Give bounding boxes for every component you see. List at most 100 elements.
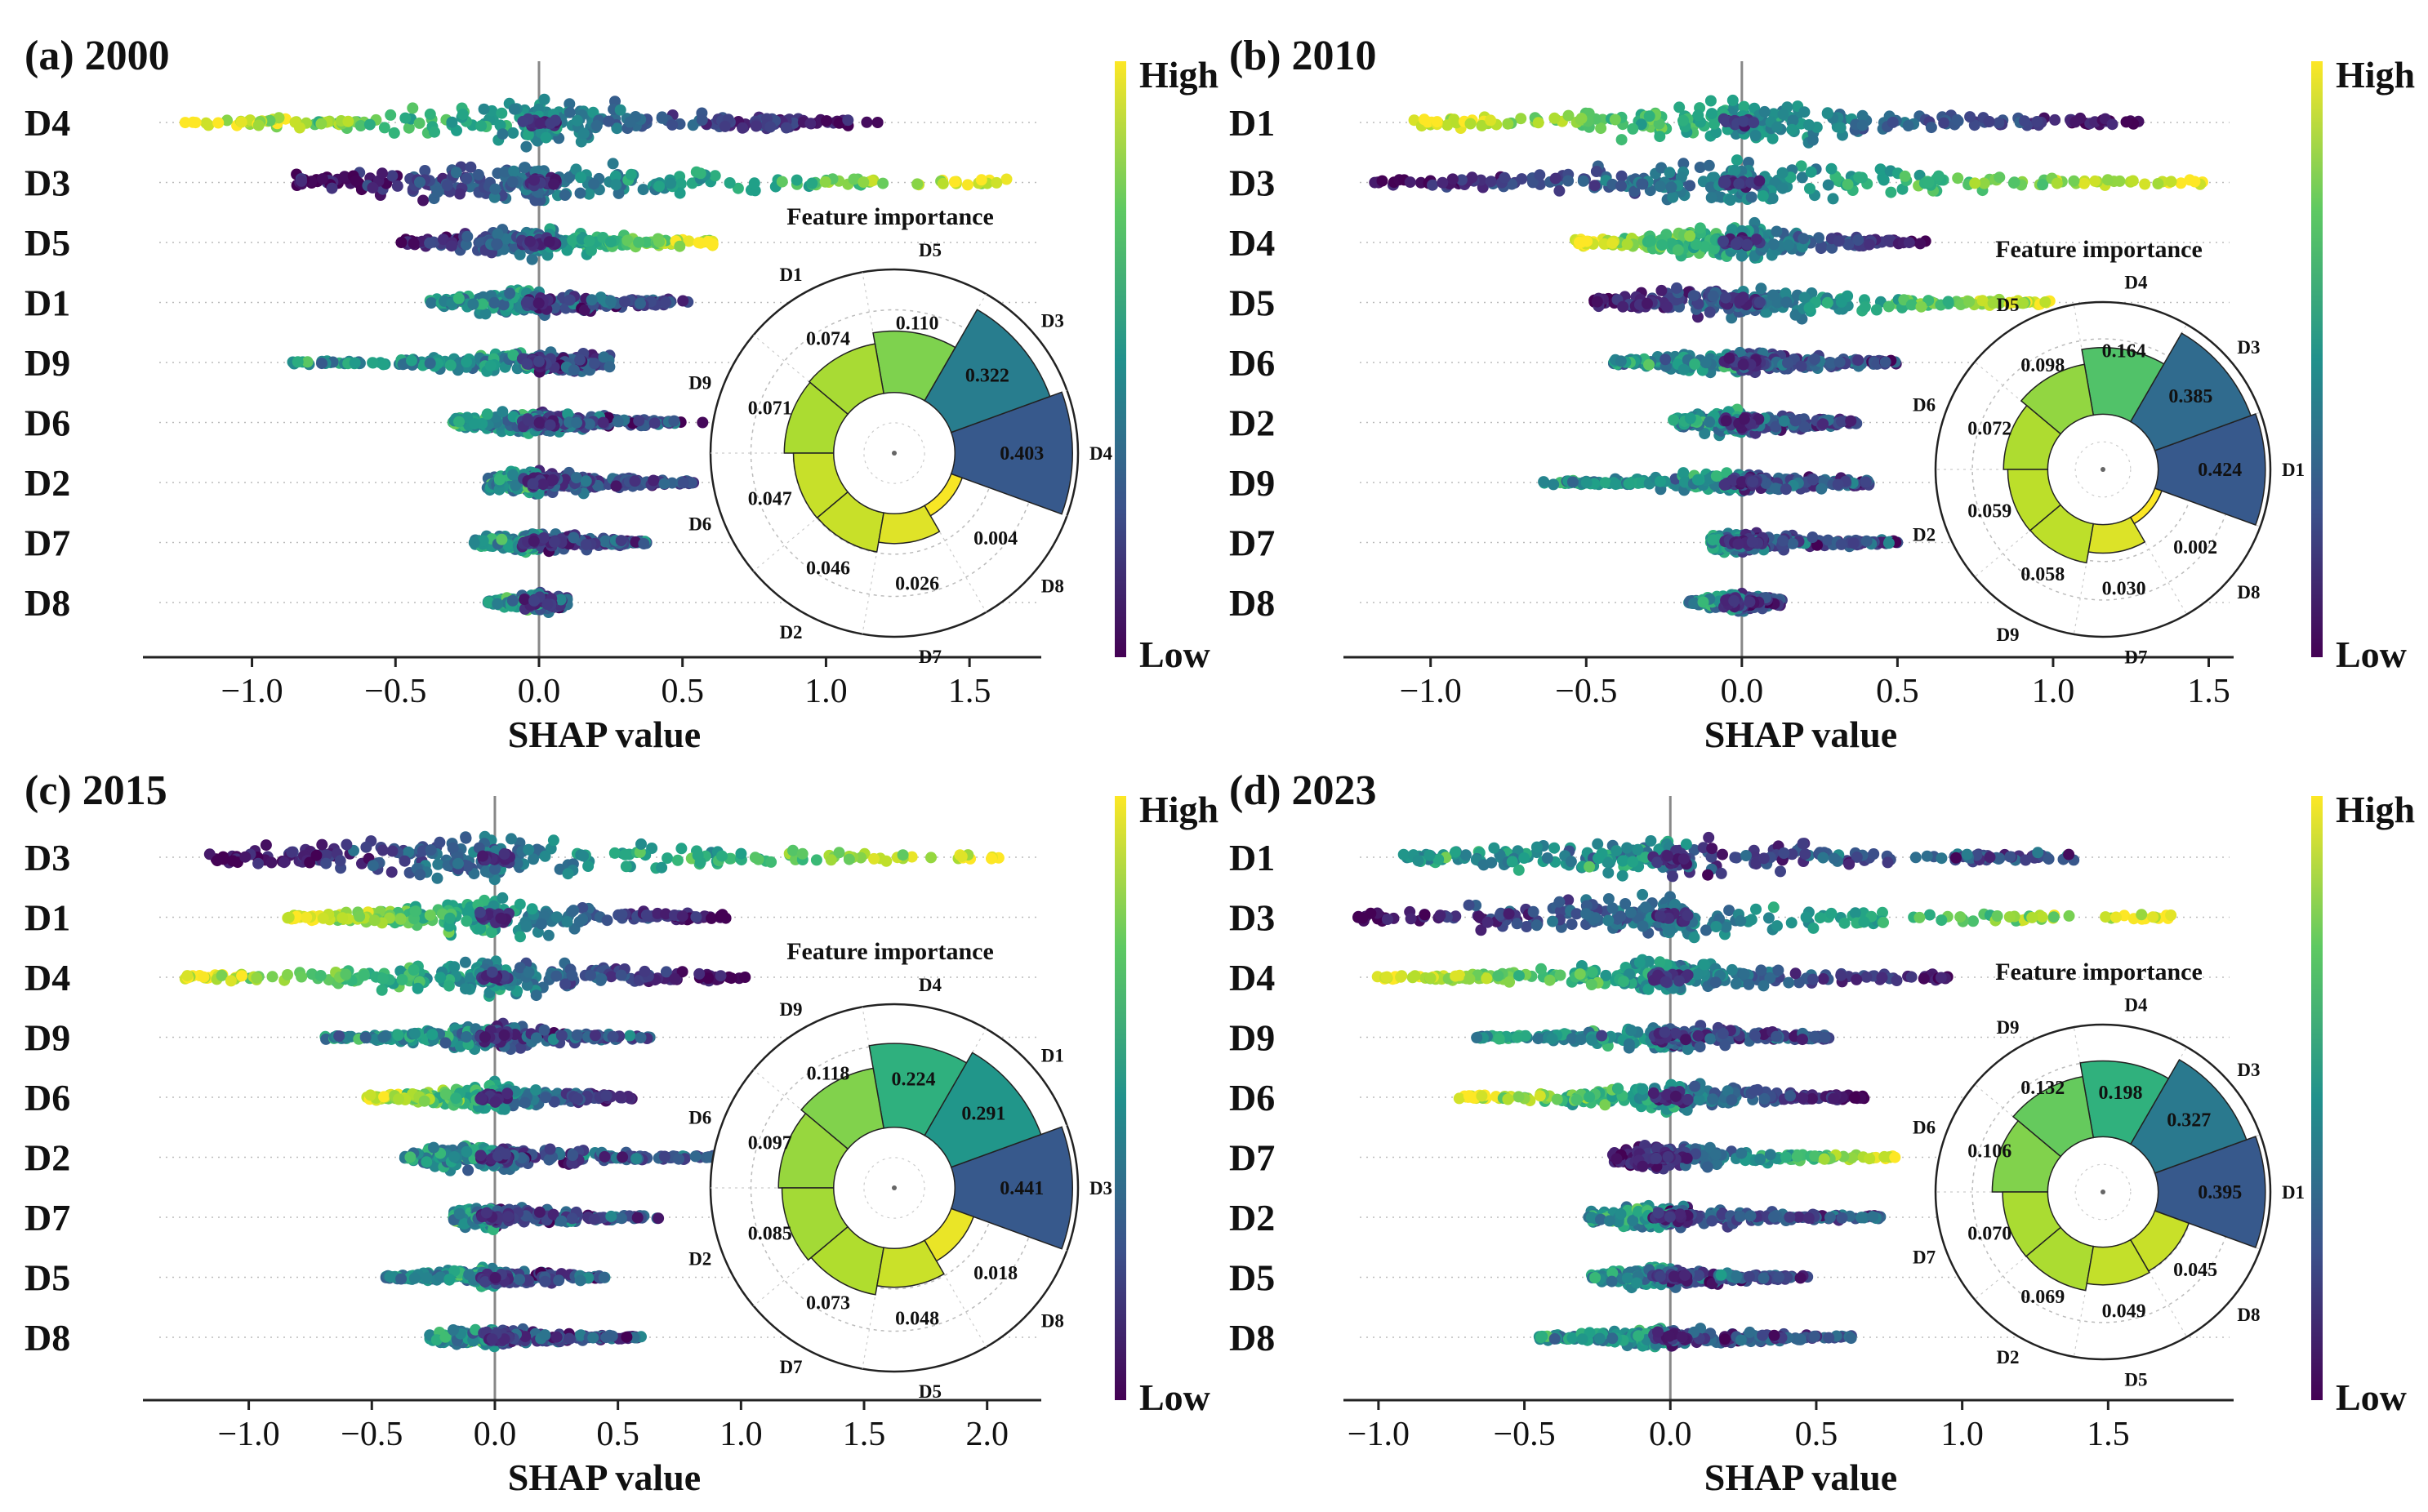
shap-outlier-dot bbox=[697, 416, 709, 429]
shap-dot bbox=[492, 228, 504, 240]
shap-dot bbox=[533, 416, 546, 429]
shap-dot bbox=[1879, 356, 1891, 368]
shap-dot bbox=[339, 171, 350, 183]
shap-dot bbox=[1835, 538, 1847, 550]
shap-dot bbox=[2089, 175, 2101, 187]
shap-dot bbox=[1842, 178, 1854, 190]
shap-dot bbox=[317, 173, 328, 185]
shap-dot bbox=[1553, 185, 1566, 197]
shap-dot bbox=[326, 182, 338, 194]
shap-dot bbox=[1677, 363, 1690, 376]
shap-dot bbox=[1856, 119, 1869, 131]
shap-dot bbox=[621, 234, 634, 247]
shap-dot bbox=[1807, 134, 1819, 146]
shap-dot bbox=[653, 180, 666, 193]
shap-dot bbox=[1817, 418, 1829, 430]
shap-dot bbox=[575, 171, 587, 184]
shap-dot bbox=[2152, 178, 2164, 189]
shap-dot bbox=[567, 234, 579, 247]
shap-dot bbox=[494, 119, 506, 131]
shap-dot bbox=[506, 176, 519, 188]
importance-feature-label: D5 bbox=[919, 240, 942, 260]
shap-dot bbox=[674, 240, 686, 252]
shap-dot bbox=[1993, 117, 2005, 129]
shap-dot bbox=[1562, 109, 1575, 122]
shap-dot bbox=[586, 244, 597, 256]
shap-dot bbox=[1804, 183, 1815, 194]
shap-dot bbox=[417, 194, 430, 207]
shap-dot bbox=[1825, 162, 1838, 175]
shap-dot bbox=[543, 236, 555, 248]
shap-dot bbox=[648, 474, 660, 487]
shap-dot bbox=[1704, 95, 1717, 107]
shap-dot bbox=[517, 115, 529, 127]
shap-dot bbox=[604, 361, 616, 373]
shap-dot bbox=[1621, 238, 1633, 250]
shap-dot bbox=[666, 118, 679, 131]
shap-dot bbox=[1717, 235, 1729, 247]
shap-dot bbox=[677, 477, 689, 489]
shap-dot bbox=[1707, 290, 1719, 302]
shap-dot bbox=[1747, 476, 1759, 488]
shap-dot bbox=[385, 109, 397, 121]
shap-dot bbox=[1882, 537, 1895, 549]
shap-dot bbox=[653, 236, 666, 248]
shap-dot bbox=[533, 355, 545, 367]
shap-dot bbox=[493, 474, 506, 486]
importance-feature-label: D9 bbox=[688, 372, 711, 393]
shap-dot bbox=[1661, 300, 1673, 313]
shap-dot bbox=[527, 478, 539, 490]
importance-title: Feature importance bbox=[786, 203, 994, 230]
shap-dot bbox=[445, 240, 457, 252]
shap-dot bbox=[377, 358, 390, 371]
shap-dot bbox=[378, 122, 390, 134]
shap-dot bbox=[1703, 159, 1715, 171]
shap-dot bbox=[548, 536, 560, 548]
importance-feature-label: D6 bbox=[688, 514, 711, 535]
shap-dot bbox=[660, 296, 672, 309]
shap-dot bbox=[696, 113, 708, 126]
feature-label: D3 bbox=[25, 162, 70, 204]
shap-dot bbox=[235, 116, 247, 128]
shap-dot bbox=[316, 358, 327, 370]
shap-dot bbox=[520, 140, 532, 153]
shap-dot bbox=[2139, 178, 2151, 190]
colorbar-low-label: Low bbox=[1139, 634, 1210, 675]
shap-dot bbox=[791, 174, 803, 186]
shap-dot bbox=[496, 107, 508, 119]
colorbar bbox=[1115, 61, 1126, 657]
shap-dot bbox=[1845, 415, 1857, 427]
shap-dot bbox=[1642, 297, 1653, 309]
shap-dot bbox=[1730, 238, 1742, 251]
shap-dot bbox=[478, 103, 490, 115]
importance-value-label: 0.071 bbox=[748, 398, 792, 420]
shap-dot bbox=[583, 188, 595, 200]
x-tick-label: 0.0 bbox=[518, 673, 561, 710]
shap-dot bbox=[399, 112, 412, 124]
shap-dot bbox=[1677, 114, 1689, 127]
shap-dot bbox=[408, 238, 420, 250]
shap-dot bbox=[479, 308, 492, 320]
shap-dot bbox=[1925, 122, 1937, 134]
shap-dot bbox=[1694, 222, 1706, 234]
shap-dot bbox=[638, 538, 650, 549]
shap-dot bbox=[1789, 415, 1802, 427]
shap-dot bbox=[1745, 191, 1758, 203]
shap-dot bbox=[2068, 175, 2080, 187]
shap-dot bbox=[1654, 180, 1666, 193]
shap-dot bbox=[541, 598, 554, 611]
shap-dot bbox=[2039, 296, 2052, 308]
feature-label: D9 bbox=[1229, 462, 1275, 504]
shap-dot bbox=[724, 177, 736, 189]
shap-dot bbox=[615, 535, 627, 547]
shap-dot bbox=[521, 296, 533, 308]
shap-dot bbox=[1832, 478, 1844, 491]
shap-dot bbox=[2106, 118, 2118, 131]
shap-dot bbox=[2018, 115, 2030, 127]
shap-dot bbox=[806, 177, 818, 189]
shap-dot bbox=[1636, 178, 1648, 190]
shap-dot bbox=[1938, 117, 1950, 129]
shap-dot bbox=[677, 295, 689, 307]
shap-dot bbox=[1732, 538, 1744, 550]
shap-dot bbox=[488, 296, 501, 309]
